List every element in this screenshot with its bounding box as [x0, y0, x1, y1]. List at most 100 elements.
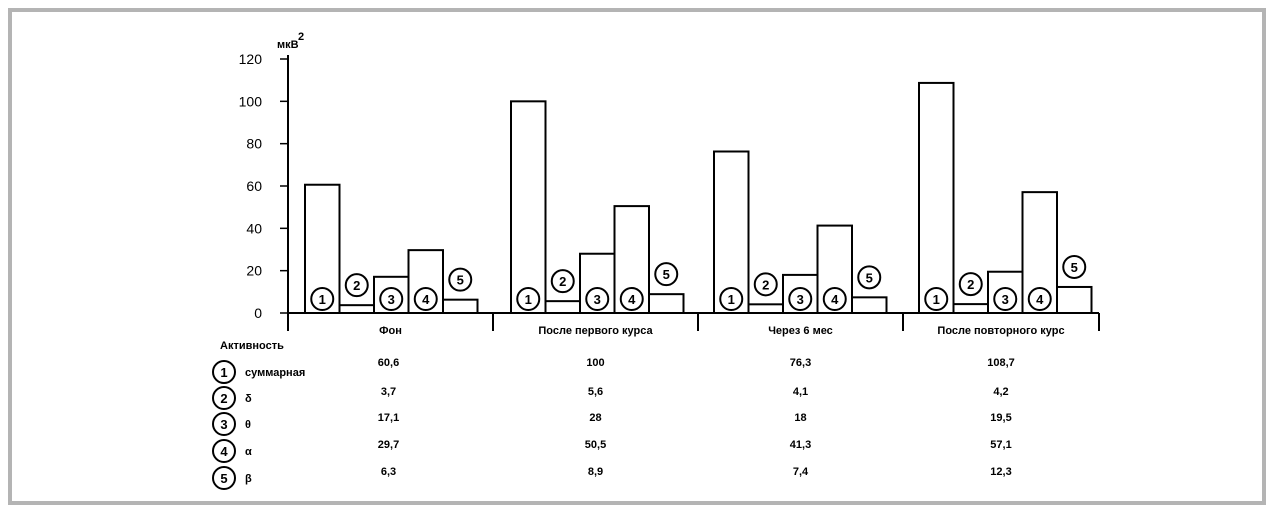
category-label: Через 6 мес: [768, 325, 833, 337]
series-marker-number: 4: [422, 292, 430, 307]
table-cell: 29,7: [378, 439, 399, 451]
series-marker-circle: [822, 287, 847, 311]
bar-1: [713, 150, 750, 314]
series-marker-circle: [379, 287, 404, 311]
series-marker-number: 4: [628, 292, 636, 307]
bar-2: [338, 304, 375, 315]
series-marker-circle: [585, 287, 610, 311]
bar-5: [648, 293, 685, 314]
series-marker-circle: [924, 287, 949, 311]
series-marker-circle: [1027, 287, 1052, 311]
y-axis-unit: мкВ: [277, 39, 299, 51]
series-marker-circle: [1062, 254, 1087, 279]
y-tick-label: 0: [254, 305, 262, 321]
legend-marker-number: 2: [220, 391, 227, 406]
table-cell: 3,7: [381, 386, 396, 398]
bar-5: [442, 298, 479, 315]
legend-marker-circle: [212, 466, 236, 490]
table-cell: 4,2: [993, 386, 1008, 398]
bar-5: [1056, 285, 1093, 314]
y-tick-label: 20: [246, 263, 262, 279]
bar-1: [918, 81, 955, 314]
legend-marker-number: 4: [220, 444, 228, 459]
series-marker-number: 3: [797, 292, 804, 307]
series-marker-number: 1: [525, 292, 532, 307]
table-cell: 108,7: [987, 357, 1015, 369]
legend-label: θ: [245, 419, 251, 431]
bar-5: [851, 296, 888, 315]
series-marker-number: 3: [388, 292, 395, 307]
category-label: Фон: [379, 325, 402, 337]
series-marker-number: 3: [1002, 292, 1009, 307]
table-cell: 12,3: [990, 466, 1011, 478]
series-marker-number: 3: [594, 292, 601, 307]
series-marker-circle: [719, 287, 744, 311]
table-cell: 60,6: [378, 357, 399, 369]
series-marker-number: 2: [762, 277, 769, 292]
series-marker-circle: [619, 287, 644, 311]
table-header: Активность: [220, 340, 284, 352]
legend-label: δ: [245, 393, 252, 405]
series-marker-circle: [788, 287, 813, 311]
legend-label: суммарная: [245, 367, 305, 379]
series-marker-circle: [958, 272, 983, 297]
bar-2: [544, 300, 581, 315]
y-tick-label: 100: [239, 93, 263, 109]
series-marker-number: 2: [353, 278, 360, 293]
series-marker-number: 5: [866, 270, 873, 285]
y-tick-label: 60: [246, 178, 262, 194]
table-cell: 100: [586, 357, 604, 369]
category-label: После первого курса: [538, 325, 653, 337]
legend-marker-number: 3: [220, 417, 227, 432]
y-tick-label: 40: [246, 220, 262, 236]
series-marker-number: 4: [831, 292, 839, 307]
table-cell: 50,5: [585, 439, 606, 451]
legend-label: α: [245, 446, 252, 458]
legend-marker-number: 1: [220, 365, 227, 380]
series-marker-circle: [654, 262, 679, 287]
table-cell: 41,3: [790, 439, 811, 451]
category-label: После повторного курс: [937, 325, 1064, 337]
series-marker-number: 4: [1036, 292, 1044, 307]
series-marker-circle: [344, 273, 369, 298]
legend-marker-circle: [212, 360, 236, 384]
legend-label: β: [245, 473, 252, 485]
table-cell: 7,4: [793, 466, 809, 478]
series-marker-circle: [550, 269, 575, 294]
series-marker-circle: [753, 272, 778, 297]
series-marker-number: 2: [967, 277, 974, 292]
series-marker-number: 5: [663, 267, 670, 282]
table-cell: 5,6: [588, 386, 603, 398]
series-marker-number: 5: [457, 273, 464, 288]
legend-marker-circle: [212, 386, 236, 410]
series-marker-circle: [448, 267, 473, 292]
table-cell: 76,3: [790, 357, 811, 369]
bar-1: [510, 100, 547, 315]
bar-2: [952, 303, 989, 314]
series-marker-circle: [993, 287, 1018, 311]
legend-marker-circle: [212, 439, 236, 463]
legend-marker-circle: [212, 412, 236, 436]
y-tick-label: 80: [246, 136, 262, 152]
series-marker-number: 1: [319, 292, 326, 307]
legend-marker-number: 5: [220, 471, 227, 486]
table-cell: 8,9: [588, 466, 603, 478]
series-marker-number: 5: [1071, 260, 1078, 275]
series-marker-number: 2: [559, 274, 566, 289]
table-cell: 4,1: [793, 386, 808, 398]
table-cell: 57,1: [990, 439, 1011, 451]
bar-2: [747, 303, 784, 314]
table-cell: 28: [589, 412, 601, 424]
series-marker-circle: [516, 287, 541, 311]
table-cell: 18: [794, 412, 806, 424]
y-tick-label: 120: [239, 51, 263, 67]
table-cell: 17,1: [378, 412, 399, 424]
series-marker-number: 1: [728, 292, 735, 307]
series-marker-circle: [857, 265, 882, 290]
y-axis-unit-superscript: 2: [298, 31, 304, 43]
table-cell: 6,3: [381, 466, 396, 478]
table-cell: 19,5: [990, 412, 1011, 424]
series-marker-circle: [413, 287, 438, 311]
series-marker-number: 1: [933, 292, 940, 307]
